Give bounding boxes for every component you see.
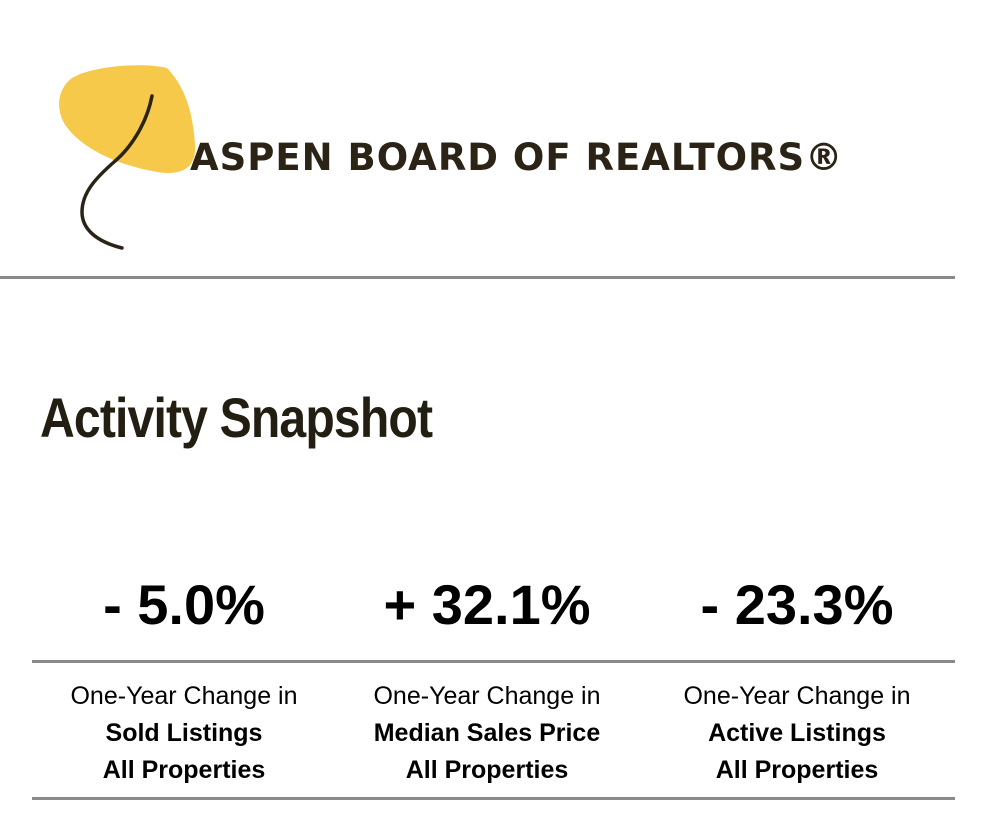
stat-caption-prefix: One-Year Change in: [373, 682, 601, 710]
stat-caption-metric: Sold Listings: [105, 719, 263, 747]
stat-caption-scope: All Properties: [715, 756, 879, 784]
stat-value-active-listings: - 23.3%: [700, 573, 894, 636]
aspen-leaf-blade: [59, 65, 196, 173]
stats-divider: [32, 660, 955, 663]
aspen-leaf-stem: [80, 94, 154, 250]
page-header: ASPEN BOARD OF REALTORS®: [0, 0, 1000, 278]
stat-caption-prefix: One-Year Change in: [683, 682, 911, 710]
stat-caption-metric: Active Listings: [708, 719, 886, 747]
stat-caption-metric: Median Sales Price: [373, 719, 601, 747]
stats-bottom-divider: [32, 797, 955, 800]
aspen-leaf-logo-icon: [59, 65, 196, 250]
stat-caption-prefix: One-Year Change in: [70, 682, 298, 710]
stat-caption-scope: All Properties: [405, 756, 569, 784]
stat-values-row: - 5.0% + 32.1% - 23.3%: [32, 560, 955, 650]
stat-caption-median-sales-price: One-Year Change in Median Sales Price Al…: [337, 678, 637, 789]
stat-caption-sold-listings: One-Year Change in Sold Listings All Pro…: [34, 678, 334, 789]
organization-name: ASPEN BOARD OF REALTORS®: [190, 136, 844, 179]
header-divider: [0, 276, 955, 279]
stat-value-median-sales-price: + 32.1%: [383, 573, 591, 636]
section-title: Activity Snapshot: [40, 386, 433, 449]
stat-caption-scope: All Properties: [102, 756, 266, 784]
stat-caption-active-listings: One-Year Change in Active Listings All P…: [647, 678, 947, 789]
stat-value-sold-listings: - 5.0%: [103, 573, 265, 636]
